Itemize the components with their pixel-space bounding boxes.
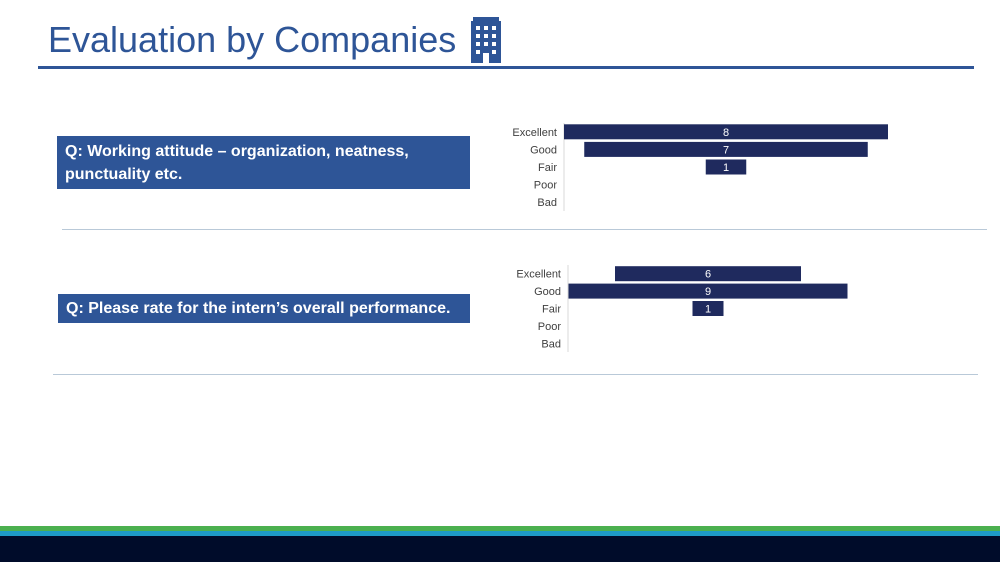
category-label: Bad	[541, 338, 561, 350]
footer-stripe-teal	[0, 531, 1000, 536]
chart-overall-performance: Excellent 6 Good 9 Fair 1 Poor Bad	[516, 265, 848, 352]
question-box-2: Q: Please rate for the intern’s overall …	[58, 294, 470, 323]
category-label: Poor	[534, 180, 558, 192]
bar	[568, 283, 848, 299]
title-underline	[38, 66, 974, 69]
bar-value-label: 8	[723, 127, 729, 139]
category-label: Good	[530, 144, 557, 156]
footer-bar	[0, 536, 1000, 562]
bar-value-label: 1	[705, 304, 711, 316]
footer-stripe-green	[0, 526, 1000, 531]
bar-value-label: 1	[723, 162, 729, 174]
category-label: Excellent	[516, 269, 561, 281]
bar	[705, 159, 747, 175]
category-label: Bad	[537, 197, 557, 209]
category-label: Fair	[542, 304, 561, 316]
section-divider-1	[62, 229, 987, 230]
bar	[584, 141, 868, 157]
category-label: Poor	[538, 321, 562, 333]
question-box-1: Q: Working attitude – organization, neat…	[57, 136, 470, 189]
bar	[564, 124, 888, 140]
chart-working-attitude: Excellent 8 Good 7 Fair 1 Poor Bad	[512, 123, 888, 211]
category-label: Good	[534, 286, 561, 298]
bar-value-label: 9	[705, 286, 711, 298]
office-building-icon	[471, 17, 502, 63]
slide-title-text: Evaluation by Companies	[48, 19, 457, 60]
category-label: Excellent	[512, 127, 557, 139]
bar-value-label: 6	[705, 269, 711, 281]
bar	[692, 301, 724, 316]
bar	[615, 266, 801, 282]
question-text-1: Q: Working attitude – organization, neat…	[65, 142, 409, 183]
question-text-2: Q: Please rate for the intern’s overall …	[66, 300, 451, 317]
section-divider-2	[53, 374, 978, 375]
bar-value-label: 7	[723, 144, 729, 156]
slide-title: Evaluation by Companies	[48, 14, 504, 66]
category-label: Fair	[538, 162, 557, 174]
